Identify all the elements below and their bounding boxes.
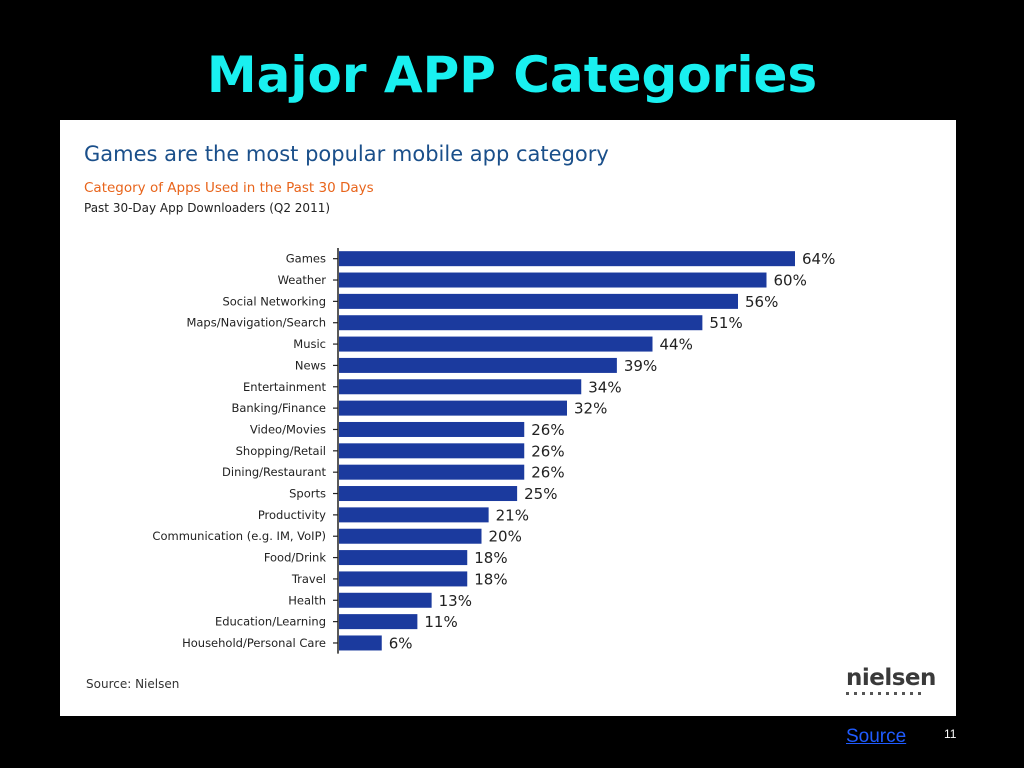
bar (339, 272, 767, 288)
category-label: Maps/Navigation/Search (186, 316, 326, 330)
chart-panel: Games are the most popular mobile app ca… (60, 120, 956, 716)
bar (339, 550, 468, 566)
bar-value-label: 56% (745, 293, 778, 311)
bar-value-label: 26% (531, 421, 564, 439)
category-label: Food/Drink (264, 551, 327, 565)
nielsen-logo-dots (846, 692, 922, 695)
chart-subtitle-secondary: Past 30-Day App Downloaders (Q2 2011) (84, 201, 331, 215)
bar-value-label: 20% (489, 528, 522, 546)
category-label: Games (286, 252, 326, 266)
bar (339, 486, 518, 502)
bar (339, 421, 525, 437)
bar-value-label: 26% (531, 464, 564, 482)
bar (339, 357, 617, 373)
bar-value-label: 6% (389, 634, 413, 652)
category-label: Banking/Finance (231, 401, 326, 415)
source-link[interactable]: Source (846, 726, 907, 747)
category-label: Education/Learning (215, 615, 326, 629)
bar-value-label: 51% (709, 314, 742, 332)
bar-value-label: 32% (574, 400, 607, 418)
nielsen-logo: nielsen (846, 665, 936, 695)
bar (339, 315, 703, 331)
bar-value-label: 11% (424, 613, 457, 631)
category-label: Health (288, 593, 326, 607)
bar-value-label: 60% (774, 272, 807, 290)
bar (339, 528, 482, 544)
bar (339, 251, 795, 267)
bar (339, 507, 489, 523)
bar (339, 571, 468, 587)
category-label: Sports (289, 487, 326, 501)
category-label: Travel (291, 572, 326, 586)
bar-value-label: 44% (660, 336, 693, 354)
category-label: Music (293, 337, 326, 351)
bar-value-label: 26% (531, 442, 564, 460)
chart-subtitle: Category of Apps Used in the Past 30 Day… (84, 180, 374, 196)
category-label: Weather (278, 273, 327, 287)
nielsen-logo-text: nielsen (846, 665, 936, 691)
slide-number: 11 (944, 727, 957, 741)
bar (339, 592, 432, 608)
category-label: Entertainment (243, 380, 326, 394)
bar (339, 293, 738, 309)
bar (339, 379, 582, 395)
bar-value-label: 25% (524, 485, 557, 503)
category-label: Household/Personal Care (182, 636, 326, 650)
chart-title: Games are the most popular mobile app ca… (84, 142, 609, 166)
bar (339, 336, 653, 352)
slide-title: Major APP Categories (206, 46, 818, 104)
category-label: Social Networking (222, 294, 326, 308)
bar-value-label: 18% (474, 570, 507, 588)
bar (339, 614, 418, 630)
category-label: News (295, 358, 326, 372)
bar-value-label: 21% (496, 506, 529, 524)
bar-value-label: 64% (802, 250, 835, 268)
bar (339, 400, 567, 416)
bar-value-label: 13% (439, 592, 472, 610)
bar (339, 464, 525, 480)
bar-value-label: 18% (474, 549, 507, 567)
bar-value-label: 39% (624, 357, 657, 375)
category-label: Communication (e.g. IM, VoIP) (152, 529, 326, 543)
category-label: Productivity (258, 508, 326, 522)
bar (339, 443, 525, 459)
bar-chart: Games 64% Weather 60% Social Networking 56% Ma… (152, 248, 835, 654)
bar (339, 635, 382, 651)
bar-value-label: 34% (588, 378, 621, 396)
category-label: Dining/Restaurant (222, 465, 326, 479)
chart-source-note: Source: Nielsen (86, 677, 180, 691)
category-label: Video/Movies (250, 422, 326, 436)
category-label: Shopping/Retail (236, 444, 326, 458)
